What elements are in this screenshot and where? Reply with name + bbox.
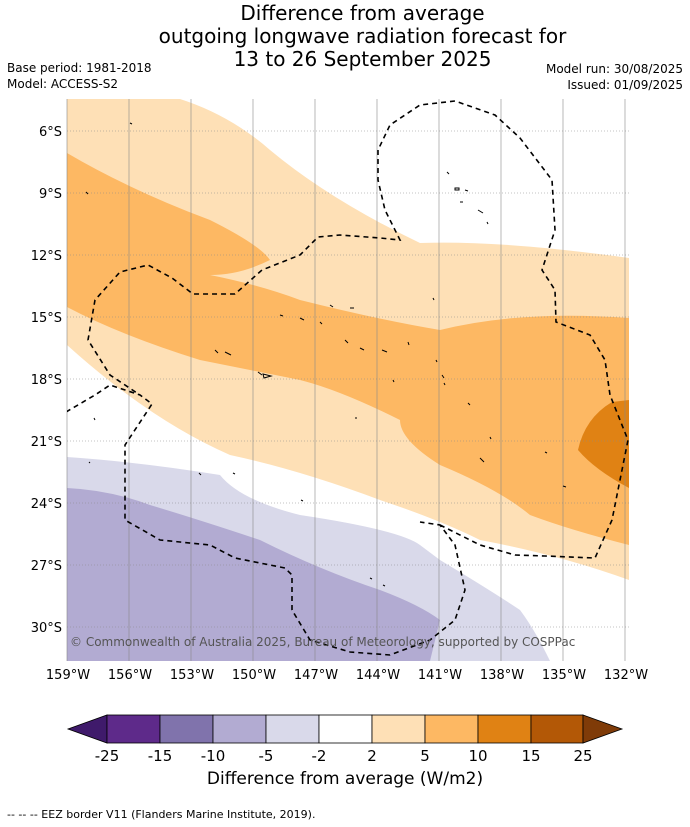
region-pos-10-15 (578, 400, 629, 488)
colorbar-max-arrow (582, 714, 624, 744)
lat-label-18s: 18°S (31, 373, 62, 388)
gridlines (66, 99, 629, 661)
colorbar-tick-label: 25 (573, 747, 592, 765)
colorbar-tick-label: -5 (259, 747, 274, 765)
island-marquesas (446, 171, 489, 225)
lon-label-144w: 144°W (356, 668, 400, 683)
copyright-notice: © Commonwealth of Australia 2025, Bureau… (70, 635, 575, 649)
lon-label-150w: 150°W (232, 668, 276, 683)
map-title: Difference from average outgoing longwav… (0, 2, 690, 71)
region-pos-5-10 (67, 153, 629, 545)
colorbar (66, 714, 624, 744)
colorbar-swatch-5 (318, 714, 373, 744)
colorbar-tick-label: 10 (468, 747, 487, 765)
longitude-labels: 159°W 156°W 153°W 150°W 147°W 144°W 141°… (46, 668, 648, 683)
lon-label-156w: 156°W (108, 668, 152, 683)
lat-label-30s: 30°S (31, 621, 62, 636)
island-tuamotu-chain (214, 304, 567, 488)
colorbar-swatch-4 (265, 714, 320, 744)
colorbar-tick-label: 15 (521, 747, 540, 765)
lon-label-153w: 153°W (170, 668, 214, 683)
lat-label-21s: 21°S (31, 435, 62, 450)
colorbar-swatch-2 (159, 714, 214, 744)
model-name: Model: ACCESS-S2 (7, 77, 119, 91)
colorbar-swatch-3 (212, 714, 267, 744)
colorbar-tick-label: -15 (148, 747, 173, 765)
eez-borders (67, 100, 629, 656)
colorbar-title: Difference from average (W/m2) (206, 769, 484, 789)
region-neg-10-5 (67, 488, 440, 661)
islands (85, 122, 567, 587)
lon-label-135w: 135°W (542, 668, 586, 683)
colorbar-tick-label: 5 (420, 747, 430, 765)
colorbar-ticks: -25 -15 -10 -5 -2 2 5 10 15 25 (95, 747, 593, 765)
colorbar-tick-label: 2 (367, 747, 377, 765)
model-run: Model run: 30/08/2025 (545, 62, 683, 76)
issued-date: Issued: 01/09/2025 (567, 78, 683, 92)
eez-footnote: -- -- -- EEZ border V11 (Flanders Marine… (7, 808, 316, 821)
colorbar-swatch-1 (106, 714, 161, 744)
colorbar-swatch-8 (477, 714, 532, 744)
lat-label-6s: 6°S (39, 125, 62, 140)
colorbar-tick-label: -2 (312, 747, 327, 765)
colorbar-swatch-6 (371, 714, 426, 744)
lon-label-141w: 141°W (418, 668, 462, 683)
lat-label-12s: 12°S (31, 249, 62, 264)
lat-label-27s: 27°S (31, 559, 62, 574)
lon-label-147w: 147°W (294, 668, 338, 683)
lat-label-15s: 15°S (31, 311, 62, 326)
base-period: Base period: 1981-2018 (7, 61, 152, 75)
lon-label-159w: 159°W (46, 668, 90, 683)
colorbar-tick-label: -25 (95, 747, 120, 765)
colorbar-min-arrow (66, 714, 108, 744)
title-line-1: Difference from average (240, 1, 485, 25)
colorbar-tick-label: -10 (201, 747, 226, 765)
lat-label-9s: 9°S (39, 187, 62, 202)
latitude-labels: 6°S 9°S 12°S 15°S 18°S 21°S 24°S 27°S 30… (31, 125, 62, 636)
meta-left: Base period: 1981-2018 Model: ACCESS-S2 (7, 60, 152, 92)
eez-border-french-polynesia (67, 100, 629, 656)
title-line-3: 13 to 26 September 2025 (233, 47, 492, 71)
title-line-2: outgoing longwave radiation forecast for (158, 24, 567, 48)
meta-right: Model run: 30/08/2025 Issued: 01/09/2025 (546, 61, 683, 93)
colorbar-swatch-9 (530, 714, 584, 744)
anomaly-fields (67, 99, 629, 661)
island-cook-austral (85, 122, 435, 587)
colorbar-swatch-7 (424, 714, 479, 744)
lat-label-24s: 24°S (31, 497, 62, 512)
lon-label-138w: 138°W (480, 668, 524, 683)
lon-label-132w: 132°W (604, 668, 648, 683)
